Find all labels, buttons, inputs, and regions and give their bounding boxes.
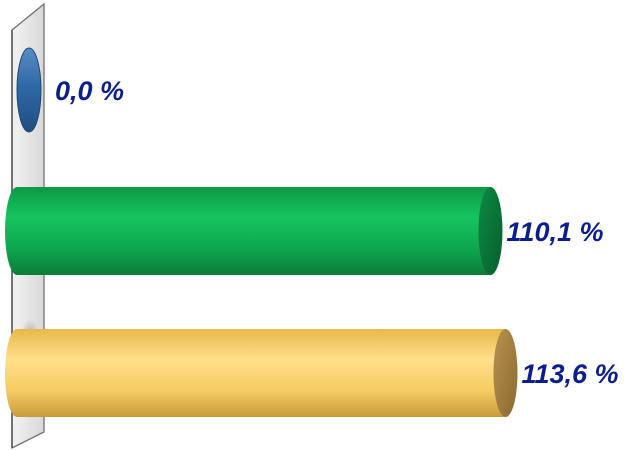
bar-cap-1 xyxy=(478,187,503,275)
bar-1 xyxy=(5,187,503,275)
data-label-2: 113,6 % xyxy=(521,359,618,389)
bar-0 xyxy=(16,47,42,133)
bar-2 xyxy=(5,329,518,417)
data-label-0: 0,0 % xyxy=(55,76,124,106)
data-label-1: 110,1 % xyxy=(506,217,603,247)
bars-group xyxy=(5,47,518,419)
data-labels-group: 0,0 % 110,1 % 113,6 % xyxy=(55,76,619,389)
bar-cap-2 xyxy=(493,329,518,417)
